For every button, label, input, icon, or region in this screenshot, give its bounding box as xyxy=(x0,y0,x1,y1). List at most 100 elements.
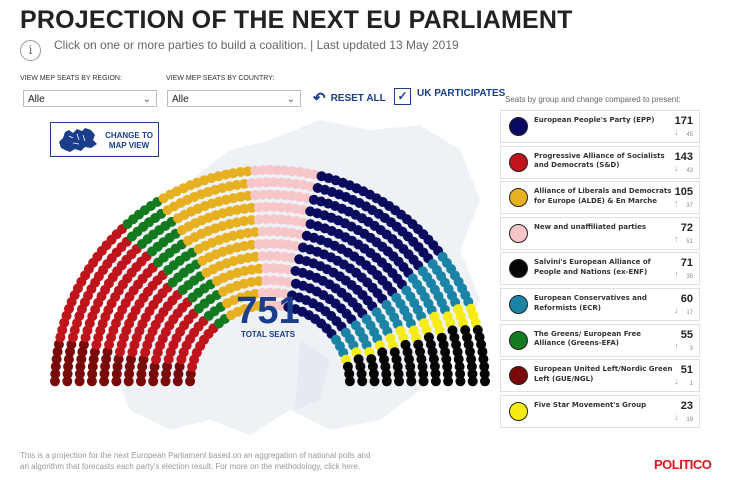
seat-dot[interactable] xyxy=(276,239,287,250)
seat-dot[interactable] xyxy=(74,368,85,379)
seat-dot[interactable] xyxy=(254,202,264,213)
seat-dot[interactable] xyxy=(231,180,242,190)
seat-dot[interactable] xyxy=(250,165,261,176)
seat-dot[interactable] xyxy=(380,361,391,372)
seat-dot[interactable] xyxy=(430,376,441,387)
seat-dot[interactable] xyxy=(272,189,283,200)
seat-dot[interactable] xyxy=(428,354,439,364)
seat-dot[interactable] xyxy=(405,368,416,379)
seat-dot[interactable] xyxy=(392,361,403,372)
seat-dot[interactable] xyxy=(239,178,250,189)
seat-dot[interactable] xyxy=(253,276,264,287)
seat-dot[interactable] xyxy=(124,368,135,379)
seat-dot[interactable] xyxy=(250,288,261,299)
seat-dot[interactable] xyxy=(268,263,279,274)
seat-dot[interactable] xyxy=(246,215,257,226)
seat-dot[interactable] xyxy=(242,190,253,201)
seat-dot[interactable] xyxy=(418,376,429,387)
legend-item[interactable]: European United Left/Nordic Green Left (… xyxy=(500,359,700,393)
seat-dot[interactable] xyxy=(242,228,253,238)
legend-item[interactable]: New and unaffiliated parties ↑ 72 51 xyxy=(500,216,700,250)
seat-dot[interactable] xyxy=(148,369,159,379)
seat-dot[interactable] xyxy=(394,376,404,387)
seat-dot[interactable] xyxy=(268,238,279,249)
seat-dot[interactable] xyxy=(123,376,134,387)
seat-dot[interactable] xyxy=(479,368,490,379)
seat-dot[interactable] xyxy=(268,300,279,311)
seat-dot[interactable] xyxy=(253,177,264,188)
change-to-map-view-button[interactable]: CHANGE TO MAP VIEW xyxy=(50,122,159,157)
seat-dot[interactable] xyxy=(279,227,290,238)
seat-dot[interactable] xyxy=(268,177,279,188)
seat-dot[interactable] xyxy=(75,361,86,372)
seat-dot[interactable] xyxy=(272,288,283,298)
seat-dot[interactable] xyxy=(74,376,85,387)
info-icon[interactable]: i xyxy=(20,40,41,61)
seat-dot[interactable] xyxy=(76,354,87,365)
seat-dot[interactable] xyxy=(253,300,264,311)
seat-dot[interactable] xyxy=(276,202,286,213)
seat-dot[interactable] xyxy=(367,361,378,372)
legend-item[interactable]: European People's Party (EPP) ↓ 171 45 xyxy=(500,110,700,143)
seat-dot[interactable] xyxy=(254,263,264,274)
seat-dot[interactable] xyxy=(246,264,257,275)
seat-dot[interactable] xyxy=(148,376,159,387)
seat-dot[interactable] xyxy=(405,361,416,372)
seat-dot[interactable] xyxy=(417,361,428,372)
seat-dot[interactable] xyxy=(454,361,465,372)
seat-dot[interactable] xyxy=(368,368,379,379)
seat-dot[interactable] xyxy=(257,251,268,262)
seat-dot[interactable] xyxy=(112,361,123,372)
seat-dot[interactable] xyxy=(246,178,257,189)
seat-dot[interactable] xyxy=(272,165,283,176)
legend-item[interactable]: European Conservatives and Reformists (E… xyxy=(500,288,700,321)
seat-dot[interactable] xyxy=(63,361,74,372)
seat-dot[interactable] xyxy=(100,361,111,372)
seat-dot[interactable] xyxy=(442,361,453,372)
seat-dot[interactable] xyxy=(257,288,268,298)
seat-dot[interactable] xyxy=(239,216,249,227)
seat-dot[interactable] xyxy=(287,166,298,177)
region-select[interactable]: Alle ⌄ xyxy=(23,90,157,107)
seat-dot[interactable] xyxy=(430,368,441,379)
seat-dot[interactable] xyxy=(261,275,272,286)
seat-dot[interactable] xyxy=(265,165,275,175)
seat-dot[interactable] xyxy=(276,263,286,274)
seat-dot[interactable] xyxy=(467,368,478,379)
seat-dot[interactable] xyxy=(250,190,261,201)
seat-dot[interactable] xyxy=(344,376,355,387)
seat-dot[interactable] xyxy=(466,361,477,372)
uk-participates-toggle[interactable]: ✓ UK PARTICIPATES xyxy=(394,88,505,105)
seat-dot[interactable] xyxy=(261,201,272,212)
seat-dot[interactable] xyxy=(250,251,261,262)
legend-item[interactable]: The Greens/ European Free Alliance (Gree… xyxy=(500,323,700,357)
legend-item[interactable]: Alliance of Liberals and Democrats for E… xyxy=(500,181,700,215)
seat-dot[interactable] xyxy=(268,201,279,212)
seat-dot[interactable] xyxy=(235,167,246,177)
seat-dot[interactable] xyxy=(393,369,404,379)
seat-dot[interactable] xyxy=(416,354,427,365)
seat-dot[interactable] xyxy=(480,376,490,387)
seat-dot[interactable] xyxy=(272,251,283,262)
seat-dot[interactable] xyxy=(268,275,279,286)
seat-dot[interactable] xyxy=(257,226,268,237)
seat-dot[interactable] xyxy=(242,166,253,177)
seat-dot[interactable] xyxy=(357,376,368,387)
seat-dot[interactable] xyxy=(253,214,264,225)
seat-dot[interactable] xyxy=(477,346,488,357)
seat-dot[interactable] xyxy=(63,354,74,365)
seat-dot[interactable] xyxy=(283,202,294,213)
seat-dot[interactable] xyxy=(265,189,275,200)
seat-dot[interactable] xyxy=(279,190,290,201)
seat-dot[interactable] xyxy=(160,376,171,387)
seat-dot[interactable] xyxy=(272,226,283,237)
seat-dot[interactable] xyxy=(253,239,264,250)
legend-item[interactable]: Salvini's European Alliance of People an… xyxy=(500,252,700,286)
seat-dot[interactable] xyxy=(452,346,463,357)
reset-all-button[interactable]: ↶ RESET ALL xyxy=(313,89,386,107)
seat-dot[interactable] xyxy=(265,287,275,298)
seat-dot[interactable] xyxy=(283,178,294,189)
seat-dot[interactable] xyxy=(86,376,97,387)
seat-dot[interactable] xyxy=(355,361,366,372)
seat-dot[interactable] xyxy=(111,368,122,379)
